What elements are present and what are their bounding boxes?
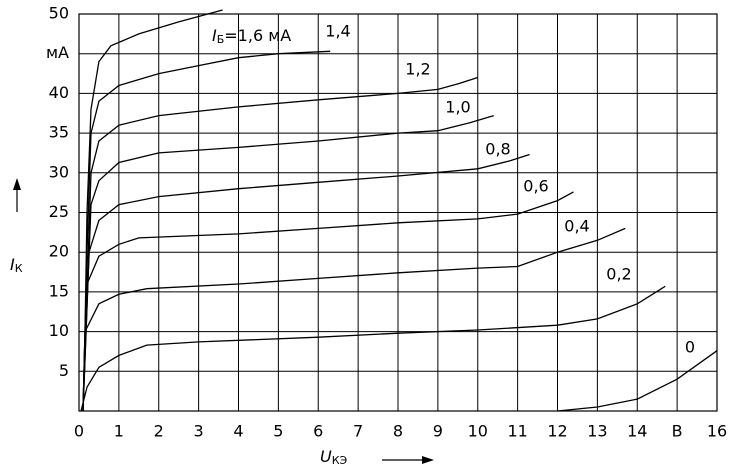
curve-label: 1,0 xyxy=(445,98,470,117)
curve xyxy=(82,76,478,412)
x-tick-label: 9 xyxy=(433,422,443,441)
x-tick-label: 1 xyxy=(114,422,124,441)
y-tick-label: 30 xyxy=(49,162,69,181)
x-tick-label: 8 xyxy=(393,422,403,441)
y-tick-label: 40 xyxy=(49,83,69,102)
x-label-symbol: U xyxy=(320,447,332,466)
curve xyxy=(82,227,626,412)
curve xyxy=(82,50,331,412)
y-tick-label: 50 xyxy=(49,4,69,23)
curve-label: 0,6 xyxy=(523,177,548,196)
y-tick-label: 5 xyxy=(59,361,69,380)
y-label: IК xyxy=(10,255,23,276)
y-arrow-head xyxy=(13,178,21,190)
x-tick-label: 7 xyxy=(353,422,363,441)
curve-label: 1,4 xyxy=(325,22,350,41)
curve-label: IБ=1,6 мА xyxy=(212,26,291,47)
curve-label: 0 xyxy=(685,338,695,357)
curve xyxy=(82,9,223,412)
curve-label: 0,2 xyxy=(606,265,631,284)
x-label: UКЭ xyxy=(320,447,348,468)
x-label-sub: КЭ xyxy=(332,454,348,467)
y-tick-label: 35 xyxy=(49,123,69,142)
x-tick-label: В xyxy=(672,422,683,441)
y-label-symbol: I xyxy=(10,255,15,274)
y-tick-label: 20 xyxy=(49,242,69,261)
x-tick-label: 16 xyxy=(707,422,727,441)
curve-label: 0,8 xyxy=(485,140,510,159)
y-label-sub: К xyxy=(15,262,23,275)
curve xyxy=(82,191,574,412)
x-tick-label: 12 xyxy=(547,422,567,441)
curve xyxy=(82,114,494,412)
curve-label-sub: Б xyxy=(217,33,225,46)
curve xyxy=(82,153,530,412)
curve-label-text: =1,6 мА xyxy=(224,26,291,45)
y-tick-label: 10 xyxy=(49,321,69,340)
x-tick-label: 11 xyxy=(507,422,527,441)
y-tick-label: мА xyxy=(46,43,69,62)
curve-label: 0,4 xyxy=(564,217,589,236)
curve-label-symbol: I xyxy=(212,26,217,45)
curve xyxy=(557,350,718,412)
plot-frame xyxy=(78,13,718,412)
x-tick-label: 4 xyxy=(233,422,243,441)
x-tick-label: 14 xyxy=(627,422,647,441)
y-tick-label: 15 xyxy=(49,281,69,300)
x-tick-label: 0 xyxy=(74,422,84,441)
x-tick-label: 2 xyxy=(154,422,164,441)
y-tick-label: 25 xyxy=(49,202,69,221)
x-tick-label: 13 xyxy=(587,422,607,441)
x-arrow-head xyxy=(422,456,434,464)
x-tick-label: 10 xyxy=(468,422,488,441)
x-tick-label: 6 xyxy=(313,422,323,441)
x-tick-label: 3 xyxy=(194,422,204,441)
curve xyxy=(80,285,666,412)
curve-label: 1,2 xyxy=(405,60,430,79)
x-tick-label: 5 xyxy=(273,422,283,441)
